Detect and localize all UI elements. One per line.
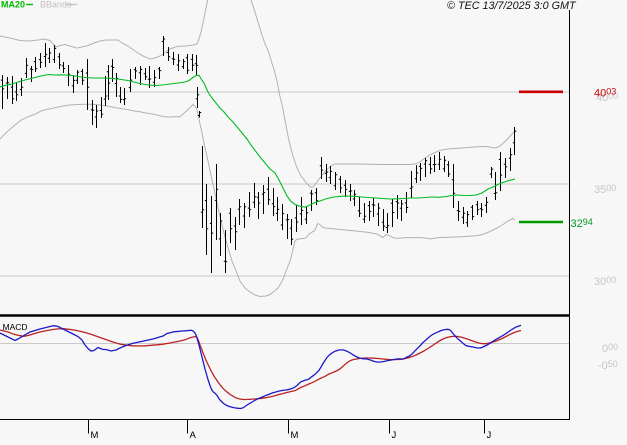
svg-text:3294: 3294	[571, 217, 593, 230]
svg-text:A: A	[190, 430, 197, 440]
svg-text:4003: 4003	[594, 87, 616, 100]
svg-text:J: J	[487, 430, 492, 440]
svg-text:000: 000	[602, 342, 618, 355]
svg-text:-050: -050	[598, 359, 618, 372]
svg-text:M: M	[91, 430, 99, 440]
svg-text:BBands: BBands	[40, 0, 72, 10]
svg-text:4000: 4000	[596, 91, 618, 104]
svg-text:M: M	[291, 430, 299, 440]
svg-text:3500: 3500	[594, 183, 616, 196]
svg-text:3000: 3000	[594, 275, 616, 288]
svg-text:© TEC 13/7/2025 3:0 GMT: © TEC 13/7/2025 3:0 GMT	[447, 0, 577, 12]
svg-text:J: J	[392, 430, 397, 440]
svg-text:MACD: MACD	[3, 322, 28, 332]
svg-text:MA20: MA20	[1, 0, 25, 10]
